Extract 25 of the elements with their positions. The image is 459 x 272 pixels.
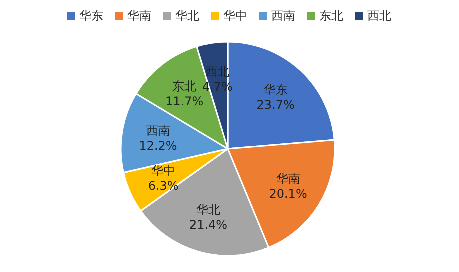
legend-label: 华东 [80, 9, 104, 23]
slice-label: 西南 [146, 124, 170, 138]
legend-label: 西南 [272, 9, 296, 23]
legend-label: 华北 [176, 9, 200, 23]
legend-华东: 华东 [68, 9, 104, 23]
slice-label: 华东 [264, 83, 288, 98]
slice-label: 华北 [196, 202, 221, 217]
data-label: 12.2% [139, 138, 178, 153]
legend-西北: 西北 [356, 9, 392, 23]
legend-label: 华南 [128, 9, 152, 23]
legend-华中: 华中 [212, 9, 248, 23]
legend-西南: 西南 [260, 9, 296, 23]
legend-东北: 东北 [308, 9, 344, 23]
slice-label: 华中 [152, 164, 176, 178]
data-label: 11.7% [166, 94, 204, 108]
legend-华北: 华北 [164, 9, 200, 23]
legend-label: 西北 [368, 9, 392, 23]
slice-label: 东北 [172, 79, 197, 94]
data-label: 20.1% [269, 186, 308, 201]
legend-华南: 华南 [116, 9, 152, 23]
data-label: 23.7% [256, 98, 295, 112]
data-label: 21.4% [189, 218, 228, 232]
slice-label: 华南 [276, 172, 300, 186]
legend-label: 华中 [224, 9, 248, 23]
legend-label: 东北 [320, 9, 344, 23]
